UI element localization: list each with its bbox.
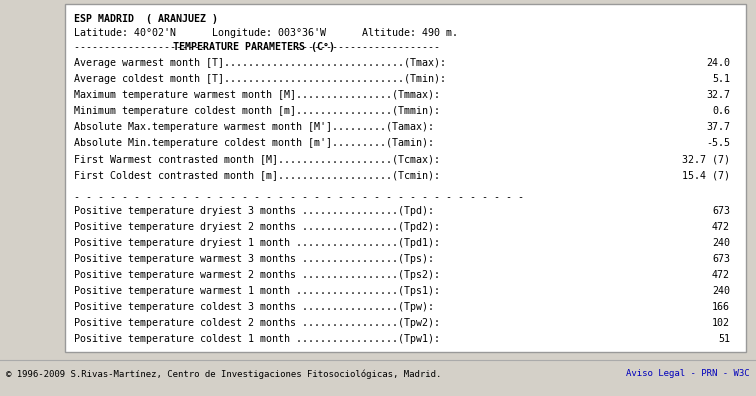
Text: 673: 673 [712, 206, 730, 216]
Text: Positive temperature warmest 3 months ................(Tps):: Positive temperature warmest 3 months ..… [74, 254, 434, 264]
Text: Positive temperature warmest 2 months ................(Tps2):: Positive temperature warmest 2 months ..… [74, 270, 440, 280]
Text: TEMPERATURE PARAMETERS (C°): TEMPERATURE PARAMETERS (C°) [173, 42, 336, 52]
Text: 32.7 (7): 32.7 (7) [682, 154, 730, 164]
Text: Average coldest month [T]..............................(Tmin):: Average coldest month [T]...............… [74, 74, 446, 84]
Text: Positive temperature dryiest 1 month .................(Tpd1):: Positive temperature dryiest 1 month ...… [74, 238, 440, 248]
Text: © 1996-2009 S.Rivas-Martínez, Centro de Investigaciones Fitosociológicas, Madrid: © 1996-2009 S.Rivas-Martínez, Centro de … [6, 369, 442, 379]
Text: 166: 166 [712, 302, 730, 312]
Text: ------------------------: ------------------------ [290, 42, 440, 52]
Text: 673: 673 [712, 254, 730, 264]
Text: -5.5: -5.5 [706, 138, 730, 148]
Text: 472: 472 [712, 222, 730, 232]
Text: Aviso Legal - PRN - W3C: Aviso Legal - PRN - W3C [627, 369, 750, 379]
Text: 24.0: 24.0 [706, 58, 730, 68]
Text: 15.4 (7): 15.4 (7) [682, 170, 730, 180]
Text: - - - - - - - - - - - - - - - - - - - - - - - - - - - - - - - - - - - - - -: - - - - - - - - - - - - - - - - - - - - … [74, 192, 524, 202]
Text: Positive temperature dryiest 3 months ................(Tpd):: Positive temperature dryiest 3 months ..… [74, 206, 434, 216]
Text: Latitude: 40°02'N      Longitude: 003°36'W      Altitude: 490 m.: Latitude: 40°02'N Longitude: 003°36'W Al… [74, 28, 458, 38]
Text: ----------------------: ---------------------- [74, 42, 212, 52]
Text: Absolute Max.temperature warmest month [M'].........(Tamax):: Absolute Max.temperature warmest month [… [74, 122, 434, 132]
Text: First Warmest contrasted month [M]...................(Tcmax):: First Warmest contrasted month [M]......… [74, 154, 440, 164]
Text: Positive temperature coldest 2 months ................(Tpw2):: Positive temperature coldest 2 months ..… [74, 318, 440, 328]
Text: 0.6: 0.6 [712, 106, 730, 116]
Text: Average warmest month [T]..............................(Tmax):: Average warmest month [T]...............… [74, 58, 446, 68]
Bar [65, 4, 746, 352]
Text: Maximum temperature warmest month [M]................(Tmmax):: Maximum temperature warmest month [M]...… [74, 90, 440, 100]
Text: Absolute Min.temperature coldest month [m'].........(Tamin):: Absolute Min.temperature coldest month [… [74, 138, 434, 148]
Text: Positive temperature coldest 3 months ................(Tpw):: Positive temperature coldest 3 months ..… [74, 302, 434, 312]
Text: 102: 102 [712, 318, 730, 328]
Text: Positive temperature dryiest 2 months ................(Tpd2):: Positive temperature dryiest 2 months ..… [74, 222, 440, 232]
Text: 240: 240 [712, 286, 730, 296]
Text: Minimum temperature coldest month [m]................(Tmmin):: Minimum temperature coldest month [m]...… [74, 106, 440, 116]
Text: 240: 240 [712, 238, 730, 248]
Text: 51: 51 [718, 334, 730, 344]
Text: ESP MADRID  ( ARANJUEZ ): ESP MADRID ( ARANJUEZ ) [74, 14, 218, 24]
Text: First Coldest contrasted month [m]...................(Tcmin):: First Coldest contrasted month [m]......… [74, 170, 440, 180]
Text: 32.7: 32.7 [706, 90, 730, 100]
Text: Positive temperature coldest 1 month .................(Tpw1):: Positive temperature coldest 1 month ...… [74, 334, 440, 344]
Text: Positive temperature warmest 1 month .................(Tps1):: Positive temperature warmest 1 month ...… [74, 286, 440, 296]
Text: 5.1: 5.1 [712, 74, 730, 84]
Text: 37.7: 37.7 [706, 122, 730, 132]
Text: 472: 472 [712, 270, 730, 280]
